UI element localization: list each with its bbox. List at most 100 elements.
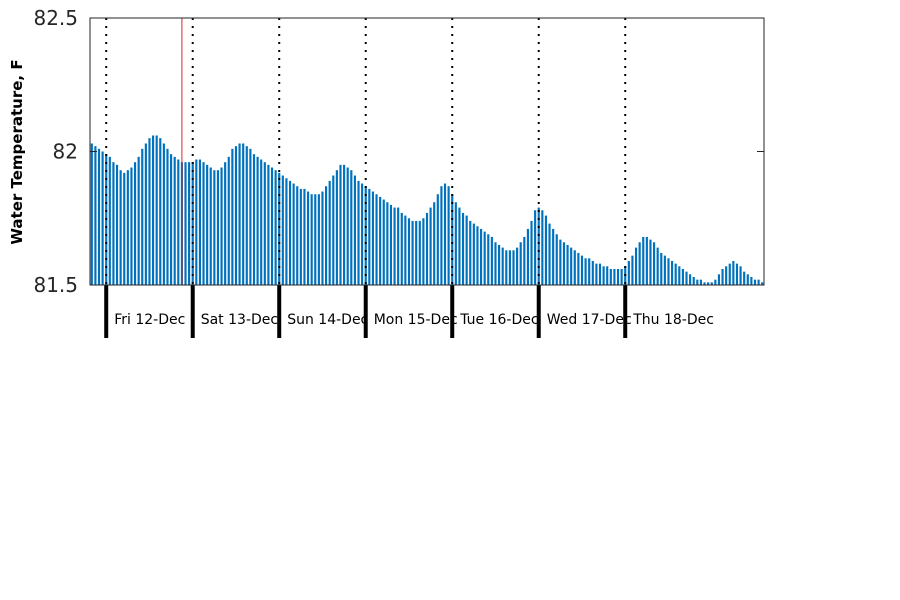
bar (671, 260, 674, 285)
bar (245, 146, 248, 285)
bar (753, 279, 757, 285)
bar (692, 276, 695, 285)
bar (151, 135, 155, 285)
bar (397, 207, 400, 285)
bar (314, 194, 317, 285)
bar (108, 156, 111, 285)
day-label: Tue 16-Dec (459, 312, 538, 328)
bar (346, 167, 349, 285)
bar (343, 164, 346, 285)
bar (577, 252, 580, 285)
bar (490, 236, 493, 285)
bar (429, 207, 432, 285)
bar (126, 170, 129, 285)
bar (537, 207, 540, 285)
bar (188, 162, 191, 285)
bar (238, 143, 241, 285)
bar (681, 268, 684, 285)
bar (725, 266, 728, 285)
bar (267, 164, 270, 285)
bar (469, 220, 472, 285)
bar (674, 263, 677, 285)
bar (159, 138, 162, 285)
bar (94, 146, 97, 285)
bar (361, 183, 364, 285)
bar (627, 260, 630, 285)
bar (573, 250, 576, 285)
bar (685, 271, 688, 285)
bar (249, 148, 252, 285)
bar (130, 167, 133, 285)
bar (735, 263, 739, 285)
bar (667, 258, 670, 285)
bar (216, 170, 220, 285)
bar (761, 282, 764, 285)
bar (422, 218, 425, 285)
bar (115, 164, 119, 285)
bar (541, 210, 544, 285)
bar (285, 178, 288, 285)
bar (631, 255, 634, 285)
bar (555, 234, 558, 285)
bar (310, 194, 313, 285)
bar (479, 228, 483, 285)
bar (591, 260, 594, 285)
bar (97, 148, 101, 285)
bar (483, 231, 486, 285)
day-label: Mon 15-Dec (374, 312, 458, 328)
bar (162, 143, 165, 285)
bar (112, 162, 115, 285)
bar (757, 279, 760, 285)
bar (166, 148, 169, 285)
bar (389, 204, 393, 285)
bar (184, 162, 187, 285)
bar (663, 255, 666, 285)
bar (613, 268, 616, 285)
bar (371, 191, 375, 285)
bar (645, 236, 648, 285)
bar (732, 260, 735, 285)
bar (721, 268, 724, 285)
y-tick-label: 82 (53, 140, 78, 164)
bar-series (90, 135, 764, 285)
bar (263, 162, 266, 285)
bar (433, 202, 436, 285)
bar (296, 186, 299, 285)
bar (148, 138, 151, 285)
bar (649, 239, 652, 285)
bar (321, 191, 324, 285)
day-labels: Fri 12-Dec Sat 13-Dec Sun 14-Dec Mon 15-Dec… (114, 312, 714, 328)
bar (519, 242, 522, 285)
bar (606, 266, 609, 285)
bar (487, 234, 490, 285)
bar (461, 212, 465, 285)
bar (357, 180, 360, 285)
bar (552, 228, 555, 285)
y-tick-label: 82.5 (33, 6, 78, 30)
bar (447, 186, 450, 285)
bar (476, 226, 479, 285)
bar (656, 247, 659, 285)
y-axis-ticks: 81.5 82 82.5 (33, 6, 764, 297)
bar (213, 170, 216, 285)
bar (328, 180, 331, 285)
day-label: Sun 14-Dec (287, 312, 368, 328)
bar (465, 215, 468, 285)
bar (415, 220, 418, 285)
bar (198, 159, 202, 285)
bar (227, 156, 230, 285)
bar (566, 244, 569, 285)
bar (562, 242, 566, 285)
bar (220, 167, 223, 285)
y-axis-title: Water Temperature, F (8, 59, 26, 244)
bar (278, 172, 281, 285)
bar (652, 242, 656, 285)
bar (750, 276, 753, 285)
bar (170, 154, 173, 285)
bar (137, 156, 140, 285)
bar (382, 199, 385, 285)
bar (209, 167, 212, 285)
bar (714, 279, 717, 285)
bar (595, 263, 598, 285)
bar (642, 236, 645, 285)
